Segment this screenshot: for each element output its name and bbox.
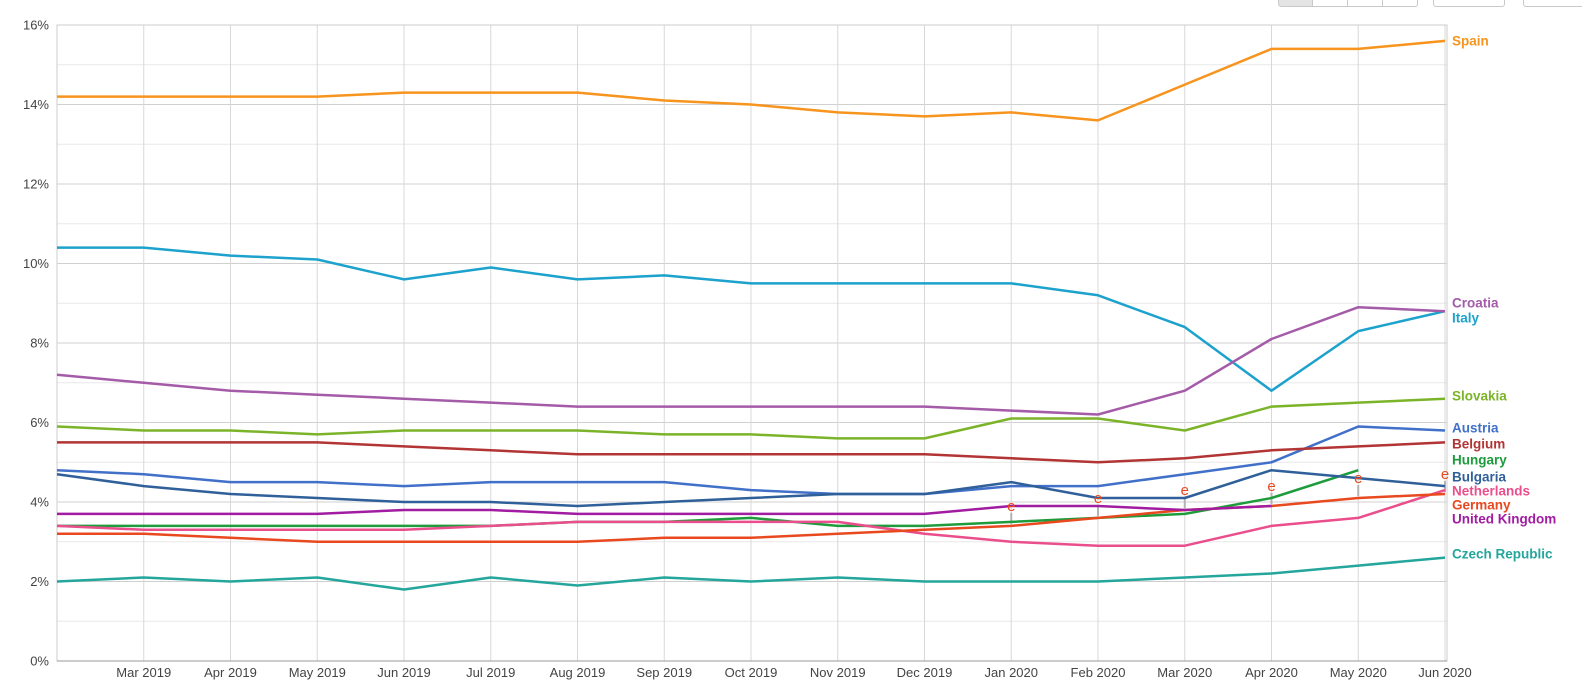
- x-axis-tick-label: Mar 2019: [116, 665, 171, 680]
- y-axis-tick-label: 14%: [23, 97, 49, 112]
- series-label-austria: Austria: [1452, 421, 1499, 436]
- x-axis-tick-label: May 2020: [1330, 665, 1387, 680]
- series-label-slovakia: Slovakia: [1452, 389, 1507, 404]
- x-axis-tick-label: Jul 2019: [466, 665, 515, 680]
- range-segmented-control: [1278, 0, 1418, 7]
- series-line-belgium[interactable]: [57, 441, 1446, 464]
- series-line-italy[interactable]: [57, 246, 1446, 392]
- x-axis-tick-label: Jun 2019: [377, 665, 431, 680]
- series-line-austria[interactable]: [56, 425, 1446, 496]
- estimate-marker: e: [1441, 466, 1449, 483]
- x-axis-tick-label: Aug 2019: [550, 665, 606, 680]
- series-label-italy: Italy: [1452, 311, 1480, 326]
- x-axis-tick-label: Feb 2020: [1071, 665, 1126, 680]
- x-axis-tick-label: Jan 2020: [985, 665, 1039, 680]
- x-axis-tick-label: Mar 2020: [1157, 665, 1212, 680]
- range-segment-2[interactable]: [1313, 0, 1348, 7]
- y-axis-tick-label: 12%: [23, 177, 49, 192]
- y-axis-tick-label: 16%: [23, 18, 49, 33]
- range-segment-1[interactable]: [1278, 0, 1313, 7]
- series-label-spain: Spain: [1452, 34, 1489, 49]
- series-label-germany: Germany: [1452, 498, 1511, 513]
- x-axis-tick-label: Apr 2020: [1245, 665, 1298, 680]
- y-axis-tick-label: 8%: [30, 336, 49, 351]
- series-label-hungary: Hungary: [1452, 453, 1507, 468]
- series-line-bulgaria[interactable]: [56, 468, 1446, 508]
- series-label-croatia: Croatia: [1452, 296, 1499, 311]
- x-axis-tick-label: May 2019: [289, 665, 346, 680]
- y-axis-tick-label: 4%: [30, 495, 49, 510]
- series-label-czech-republic: Czech Republic: [1452, 547, 1553, 562]
- x-axis-tick-label: Oct 2019: [725, 665, 778, 680]
- series-line-croatia[interactable]: [56, 305, 1446, 416]
- series-line-czech-republic[interactable]: [56, 556, 1446, 591]
- series-label-belgium: Belgium: [1452, 437, 1505, 452]
- estimate-marker: e: [1267, 478, 1275, 495]
- y-axis-tick-label: 6%: [30, 415, 49, 430]
- series-line-spain[interactable]: [57, 39, 1446, 122]
- x-axis-tick-label: Jun 2020: [1418, 665, 1472, 680]
- range-segment-3[interactable]: [1348, 0, 1383, 7]
- series-label-united-kingdom: United Kingdom: [1452, 512, 1556, 527]
- range-segment-4[interactable]: [1383, 0, 1418, 7]
- chart-toolbar: [0, 0, 1582, 8]
- y-axis-tick-label: 2%: [30, 574, 49, 589]
- estimate-marker: e: [1181, 482, 1189, 499]
- estimate-marker: e: [1094, 490, 1102, 507]
- x-axis-tick-label: Sep 2019: [636, 665, 692, 680]
- estimate-marker: e: [1354, 470, 1362, 487]
- series-line-hungary[interactable]: [57, 469, 1359, 528]
- x-axis-tick-label: Dec 2019: [897, 665, 953, 680]
- y-axis-tick-label: 0%: [30, 654, 49, 669]
- toolbar-button-1[interactable]: [1433, 0, 1505, 7]
- x-axis-tick-label: Nov 2019: [810, 665, 866, 680]
- x-axis-tick-label: Apr 2019: [204, 665, 257, 680]
- y-axis-tick-label: 10%: [23, 256, 49, 271]
- series-line-united-kingdom[interactable]: [57, 504, 1272, 516]
- series-label-netherlands: Netherlands: [1452, 484, 1530, 499]
- toolbar-button-2[interactable]: [1523, 0, 1582, 7]
- series-label-bulgaria: Bulgaria: [1452, 470, 1507, 485]
- series-line-netherlands[interactable]: [56, 488, 1446, 547]
- estimate-marker: e: [1007, 498, 1015, 515]
- series-line-slovakia[interactable]: [56, 397, 1446, 440]
